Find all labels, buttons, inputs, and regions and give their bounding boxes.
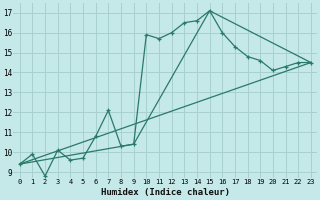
X-axis label: Humidex (Indice chaleur): Humidex (Indice chaleur) bbox=[101, 188, 230, 197]
